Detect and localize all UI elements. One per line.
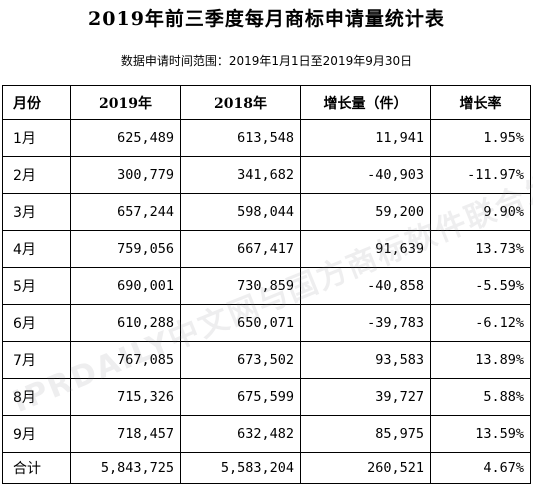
value-2018-cell: 650,071 [180, 304, 301, 342]
growth-rate-cell: 1.95% [430, 119, 531, 157]
table-row: 5月 690,001 730,859 -40,858 -5.59% [2, 267, 531, 305]
growth-rate-cell: -5.59% [430, 267, 531, 305]
value-2019-cell: 625,489 [70, 119, 181, 157]
month-cell: 8月 [2, 378, 71, 416]
growth-rate-cell: -11.97% [430, 156, 531, 194]
value-2018-cell: 730,859 [180, 267, 301, 305]
value-2018-cell: 341,682 [180, 156, 301, 194]
value-2018-cell: 675,599 [180, 378, 301, 416]
header-month: 月份 [2, 85, 71, 120]
growth-rate-cell: 13.73% [430, 230, 531, 268]
total-growth-count-cell: 260,521 [300, 452, 431, 484]
month-cell: 3月 [2, 193, 71, 231]
total-2019-cell: 5,843,725 [70, 452, 181, 484]
value-2019-cell: 610,288 [70, 304, 181, 342]
growth-count-cell: 91,639 [300, 230, 431, 268]
growth-count-cell: 85,975 [300, 415, 431, 453]
growth-rate-cell: 9.90% [430, 193, 531, 231]
month-cell: 6月 [2, 304, 71, 342]
month-cell: 5月 [2, 267, 71, 305]
value-2019-cell: 300,779 [70, 156, 181, 194]
value-2019-cell: 759,056 [70, 230, 181, 268]
month-cell: 1月 [2, 119, 71, 157]
value-2018-cell: 667,417 [180, 230, 301, 268]
growth-count-cell: 39,727 [300, 378, 431, 416]
month-cell: 4月 [2, 230, 71, 268]
header-2018: 2018年 [180, 85, 301, 120]
page-title: 2019年前三季度每月商标申请量统计表 [88, 8, 445, 30]
value-2019-cell: 657,244 [70, 193, 181, 231]
growth-rate-cell: -6.12% [430, 304, 531, 342]
growth-rate-cell: 13.59% [430, 415, 531, 453]
growth-count-cell: 11,941 [300, 119, 431, 157]
month-cell: 9月 [2, 415, 71, 453]
total-2018-cell: 5,583,204 [180, 452, 301, 484]
value-2019-cell: 718,457 [70, 415, 181, 453]
value-2018-cell: 598,044 [180, 193, 301, 231]
growth-count-cell: 59,200 [300, 193, 431, 231]
growth-count-cell: -40,858 [300, 267, 431, 305]
value-2018-cell: 613,548 [180, 119, 301, 157]
table-row: 7月 767,085 673,502 93,583 13.89% [2, 341, 531, 379]
table-row: 8月 715,326 675,599 39,727 5.88% [2, 378, 531, 416]
trademark-statistics-table: 月份 2019年 2018年 增长量（件） 增长率 1月 625,489 613… [2, 85, 531, 484]
growth-count-cell: 93,583 [300, 341, 431, 379]
growth-count-cell: -40,903 [300, 156, 431, 194]
header-growth-count: 增长量（件） [300, 85, 431, 120]
header-2019: 2019年 [70, 85, 181, 120]
table-row: 1月 625,489 613,548 11,941 1.95% [2, 119, 531, 157]
growth-rate-cell: 13.89% [430, 341, 531, 379]
table-row: 2月 300,779 341,682 -40,903 -11.97% [2, 156, 531, 194]
total-label-cell: 合计 [2, 452, 71, 484]
month-cell: 7月 [2, 341, 71, 379]
total-growth-rate-cell: 4.67% [430, 452, 531, 484]
value-2018-cell: 673,502 [180, 341, 301, 379]
table-total-row: 合计 5,843,725 5,583,204 260,521 4.67% [2, 452, 531, 484]
month-cell: 2月 [2, 156, 71, 194]
header-growth-rate: 增长率 [430, 85, 531, 120]
table-row: 9月 718,457 632,482 85,975 13.59% [2, 415, 531, 453]
value-2018-cell: 632,482 [180, 415, 301, 453]
table-header-row: 月份 2019年 2018年 增长量（件） 增长率 [2, 85, 531, 120]
table-row: 4月 759,056 667,417 91,639 13.73% [2, 230, 531, 268]
value-2019-cell: 715,326 [70, 378, 181, 416]
value-2019-cell: 767,085 [70, 341, 181, 379]
growth-count-cell: -39,783 [300, 304, 431, 342]
date-range-subtitle: 数据申请时间范围：2019年1月1日至2019年9月30日 [120, 54, 413, 68]
table-row: 3月 657,244 598,044 59,200 9.90% [2, 193, 531, 231]
table-row: 6月 610,288 650,071 -39,783 -6.12% [2, 304, 531, 342]
value-2019-cell: 690,001 [70, 267, 181, 305]
growth-rate-cell: 5.88% [430, 378, 531, 416]
